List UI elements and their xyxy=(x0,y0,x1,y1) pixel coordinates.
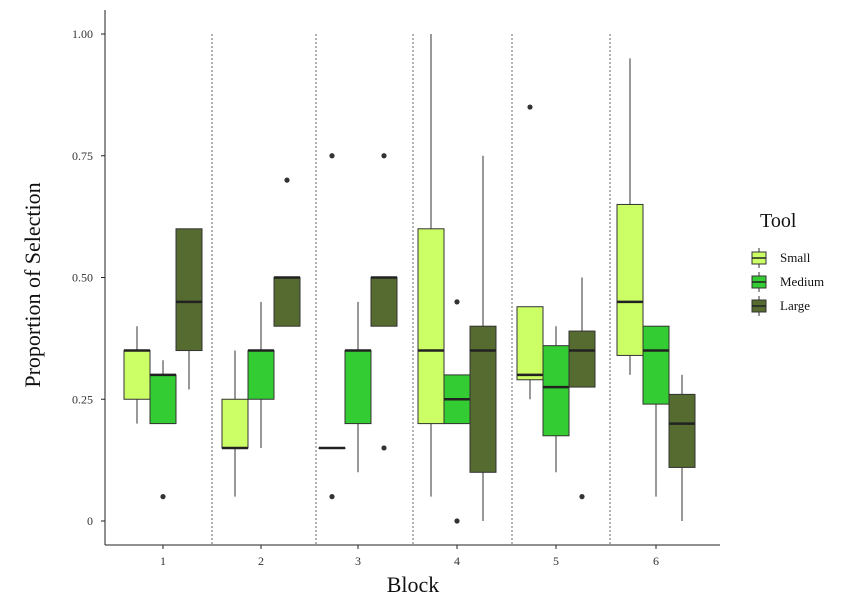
y-tick-label: 0.50 xyxy=(72,271,93,285)
y-tick-label: 0.75 xyxy=(72,149,93,163)
block-dividers xyxy=(211,34,611,545)
box-medium-block-3 xyxy=(344,301,372,473)
box-iqr xyxy=(542,345,570,437)
y-axis-ticks: 0 0.25 0.50 0.75 1.00 xyxy=(72,27,105,528)
outlier-point xyxy=(329,153,335,159)
x-axis-title: Block xyxy=(387,572,440,597)
box-iqr xyxy=(417,228,445,425)
outlier-point xyxy=(527,104,533,110)
box-iqr xyxy=(175,228,203,352)
box-medium-block-1 xyxy=(149,360,177,500)
box-small-block-3 xyxy=(318,153,346,500)
legend-label: Small xyxy=(780,250,811,265)
box-iqr xyxy=(273,277,301,327)
y-tick-label: 0.25 xyxy=(72,392,93,406)
box-iqr xyxy=(221,398,249,449)
box-small-block-6 xyxy=(616,58,644,375)
box-medium-block-6 xyxy=(642,325,670,497)
box-iqr xyxy=(123,350,151,400)
y-axis-title: Proportion of Selection xyxy=(20,182,45,387)
box-iqr xyxy=(568,330,596,388)
y-tick-label: 1.00 xyxy=(72,27,93,41)
series-medium xyxy=(149,299,670,524)
box-large-block-3 xyxy=(370,153,398,451)
x-tick-label: 6 xyxy=(653,554,659,568)
box-iqr xyxy=(247,350,275,400)
box-small-block-2 xyxy=(221,350,249,497)
box-large-block-6 xyxy=(668,374,696,521)
box-small-block-5 xyxy=(516,104,544,400)
outlier-point xyxy=(160,494,166,500)
box-small-block-1 xyxy=(123,326,151,424)
legend: Tool Small Medium Large xyxy=(751,210,824,316)
outlier-point xyxy=(329,494,335,500)
box-iqr xyxy=(516,306,544,381)
box-iqr xyxy=(616,203,644,356)
box-series xyxy=(123,34,696,524)
series-large xyxy=(175,153,696,521)
box-medium-block-4 xyxy=(443,299,471,524)
outlier-point xyxy=(454,299,460,305)
y-tick-label: 0 xyxy=(87,514,93,528)
box-iqr xyxy=(668,393,696,468)
x-axis-ticks: 1 2 3 4 5 6 xyxy=(160,545,659,568)
box-large-block-4 xyxy=(469,155,497,521)
legend-item-small: Small xyxy=(751,248,811,268)
legend-title: Tool xyxy=(760,210,797,232)
box-large-block-2 xyxy=(273,177,301,327)
box-large-block-5 xyxy=(568,277,596,500)
series-small xyxy=(123,34,644,500)
x-tick-label: 4 xyxy=(454,554,460,568)
box-iqr xyxy=(370,277,398,327)
outlier-point xyxy=(454,518,460,524)
box-iqr xyxy=(149,374,177,425)
x-tick-label: 1 xyxy=(160,554,166,568)
outlier-point xyxy=(579,494,585,500)
x-tick-label: 3 xyxy=(355,554,361,568)
outlier-point xyxy=(381,153,387,159)
box-medium-block-2 xyxy=(247,301,275,448)
box-iqr xyxy=(469,325,497,473)
x-tick-label: 5 xyxy=(553,554,559,568)
box-iqr xyxy=(642,325,670,405)
box-large-block-1 xyxy=(175,228,203,390)
x-tick-label: 2 xyxy=(258,554,264,568)
box-medium-block-5 xyxy=(542,326,570,473)
legend-label: Medium xyxy=(780,274,824,289)
legend-item-large: Large xyxy=(751,296,810,316)
box-small-block-4 xyxy=(417,34,445,497)
outlier-point xyxy=(284,177,290,183)
legend-item-medium: Medium xyxy=(751,272,824,292)
outlier-point xyxy=(381,445,387,451)
box-iqr xyxy=(344,350,372,425)
legend-label: Large xyxy=(780,298,810,313)
